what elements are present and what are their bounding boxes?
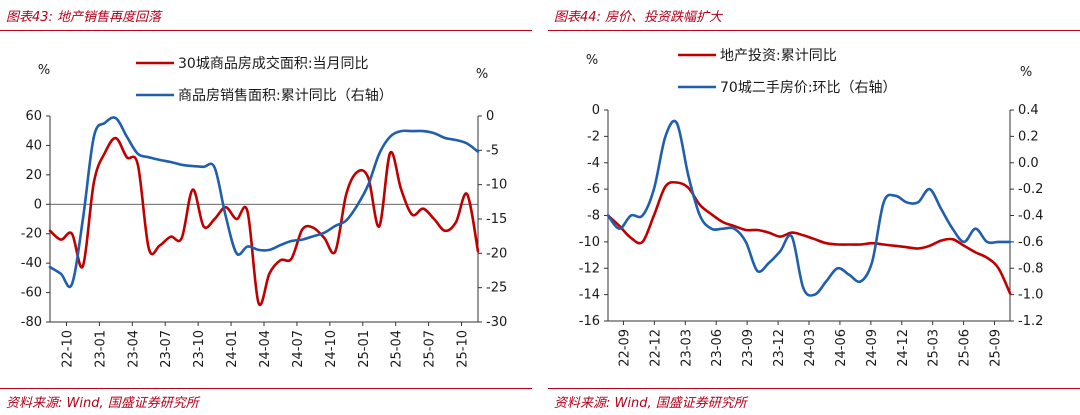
x-tick-label: 23-03 [679, 329, 694, 367]
unit-right: % [1020, 65, 1032, 80]
x-tick-label: 24-04 [258, 330, 273, 368]
y-tick-label-left: 60 [25, 109, 42, 124]
chart-43-svg: 60 40 20 0 -20 -40 -60 -80 0 -5 -10 -15 -20 -25 -30 22-… [21, 55, 507, 368]
unit-left: % [38, 63, 50, 78]
y-tick-label-right: -0.6 [1018, 235, 1043, 250]
x-tick-label: 23-06 [710, 329, 725, 367]
title-rule [0, 30, 532, 31]
x-tick-label: 24-09 [865, 329, 880, 367]
chart-panel-43: 图表43: 地产销售再度回落 60 40 20 0 -20 -40 -60 -80 0 -5 -10… [0, 0, 532, 415]
x-tick-label: 23-09 [741, 329, 756, 367]
y-tick-label-right: -0.8 [1018, 261, 1043, 276]
y-tick-label-left: -10 [579, 235, 600, 250]
x-tick-label: 25-03 [927, 329, 942, 367]
x-tick-label: 22-09 [617, 329, 632, 367]
series-line-2 [606, 119, 1012, 297]
y-tick-label-left: -4 [587, 156, 600, 171]
x-tick-label: 23-07 [159, 330, 174, 368]
x-tick-label: 23-12 [772, 329, 787, 367]
y-tick-label-left: -14 [579, 288, 600, 303]
x-tick-label: 25-10 [456, 330, 471, 368]
y-tick-label-left: -12 [579, 261, 600, 276]
y-tick-label-right: -15 [486, 212, 507, 227]
y-tick-label-left: -80 [21, 315, 42, 330]
y-tick-label-right: 0 [486, 109, 494, 124]
y-tick-label-left: -40 [21, 256, 42, 271]
chart-source: 资料来源: Wind, 国盛证券研究所 [6, 396, 199, 411]
y-tick-label-right: -25 [486, 281, 507, 296]
y-tick-label-right: -5 [486, 143, 499, 158]
y-tick-label-right: -0.2 [1018, 182, 1043, 197]
x-tick-label: 22-12 [648, 329, 663, 367]
y-tick-label-right: -1.0 [1018, 288, 1043, 303]
chart-panel-44: 图表44: 房价、投资跌幅扩大 0 -2 -4 -6 -8 -10 -12 -14 -16 0.4… [548, 0, 1080, 415]
y-tick-label-left: 40 [25, 138, 42, 153]
series-line-1 [48, 136, 480, 307]
y-tick-label-right: 0.0 [1018, 156, 1039, 171]
title-rule [548, 30, 1080, 31]
y-tick-label-left: 20 [25, 168, 42, 183]
x-tick-label: 22-10 [60, 330, 75, 368]
legend-label-1: 地产投资:累计同比 [720, 48, 837, 64]
x-tick-label: 25-09 [989, 329, 1004, 367]
chart-44-svg: 0 -2 -4 -6 -8 -10 -12 -14 -16 0.4 0.2 0.0 -0.2 -0.4 -0… [579, 48, 1044, 367]
chart-source: 资料来源: Wind, 国盛证券研究所 [554, 396, 747, 411]
x-tick-label: 24-01 [225, 330, 240, 368]
legend-label-1: 30城商品房成交面积:当月同比 [178, 55, 369, 72]
y-tick-label-left: -60 [21, 286, 42, 301]
y-tick-label-right: -0.4 [1018, 209, 1043, 224]
series-line-1 [606, 180, 1012, 295]
legend-label-2: 商品房销售面积:累计同比（右轴） [178, 88, 393, 104]
x-tick-label: 24-07 [291, 330, 306, 368]
x-tick-label: 25-07 [423, 330, 438, 368]
chart-title: 图表44: 房价、投资跌幅扩大 [554, 10, 723, 25]
y-tick-label-left: 0 [34, 197, 42, 212]
x-tick-label: 24-03 [803, 329, 818, 367]
x-tick-label: 24-10 [324, 330, 339, 368]
legend-label-2: 70城二手房价:环比（右轴） [720, 80, 897, 96]
x-tick-label: 23-10 [192, 330, 207, 368]
unit-right: % [476, 67, 488, 82]
y-tick-label-right: 0.4 [1018, 103, 1039, 118]
y-tick-label-right: 0.2 [1018, 129, 1039, 144]
x-tick-label: 25-06 [958, 329, 973, 367]
x-tick-label: 25-04 [390, 330, 405, 368]
y-tick-label-left: -16 [579, 314, 600, 329]
y-tick-label-left: -2 [587, 129, 600, 144]
y-tick-label-right: -20 [486, 246, 507, 261]
y-tick-label-right: -30 [486, 315, 507, 330]
unit-left: % [586, 53, 598, 68]
source-rule [548, 388, 1080, 389]
y-tick-label-right: -1.2 [1018, 314, 1043, 329]
x-tick-label: 24-06 [834, 329, 849, 367]
x-tick-label: 23-04 [126, 330, 141, 368]
y-tick-label-left: -8 [587, 209, 600, 224]
y-tick-label-left: -6 [587, 182, 600, 197]
x-tick-label: 23-01 [93, 330, 108, 368]
chart-title: 图表43: 地产销售再度回落 [6, 10, 162, 25]
x-tick-label: 25-01 [357, 330, 372, 368]
series-line-2 [48, 116, 480, 289]
y-tick-label-right: -10 [486, 178, 507, 193]
y-tick-label-left: -20 [21, 227, 42, 242]
y-tick-label-left: 0 [592, 103, 600, 118]
x-tick-label: 24-12 [896, 329, 911, 367]
source-rule [0, 388, 532, 389]
